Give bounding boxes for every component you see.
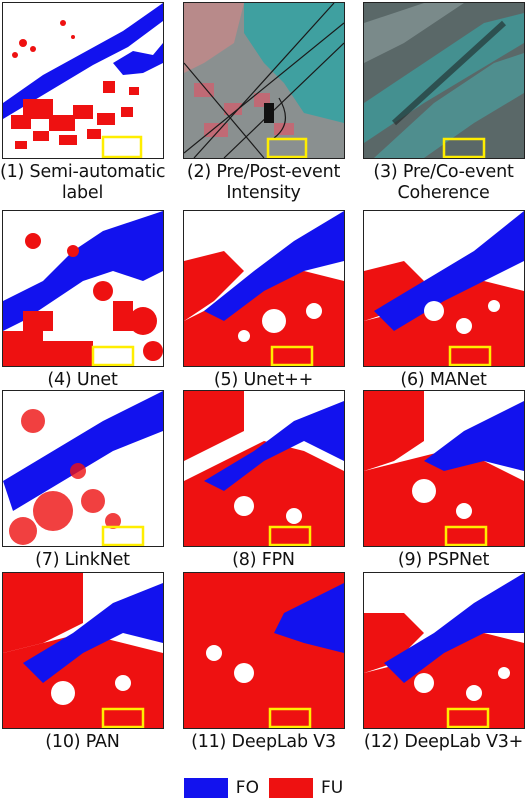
panel-1: (1) Semi-automatic label [0, 2, 166, 204]
manet-prediction-map [364, 211, 524, 366]
panel-image-4 [2, 210, 164, 367]
panel-2: (2) Pre/Post-event Intensity [181, 2, 346, 204]
panel-image-3 [363, 2, 525, 159]
panel-4: (4) Unet [0, 210, 165, 391]
panel-5: (5) Unet++ [181, 210, 346, 391]
panel-image-10 [2, 572, 164, 729]
pan-prediction-map [3, 573, 163, 728]
caption-7: (7) LinkNet [35, 550, 130, 570]
panel-image-5 [183, 210, 345, 367]
coherence-image [364, 3, 524, 158]
panel-7: (7) LinkNet [0, 390, 165, 571]
panel-6: (6) MANet [361, 210, 526, 391]
panel-11: (11) DeepLab V3 [181, 572, 346, 753]
fpn-prediction-map [184, 391, 344, 546]
panel-image-9 [363, 390, 525, 547]
caption-12: (12) DeepLab V3+ [363, 732, 524, 752]
unetpp-prediction-map [184, 211, 344, 366]
unet-prediction-map [3, 211, 163, 366]
panel-3: (3) Pre/Co-event Coherence [361, 2, 526, 204]
caption-2: (2) Pre/Post-event Intensity [186, 162, 341, 203]
caption-1: (1) Semi-automatic label [0, 162, 166, 203]
pspnet-prediction-map [364, 391, 524, 546]
deeplab-v3plus-prediction-map [364, 573, 524, 728]
caption-9: (9) PSPNet [397, 550, 490, 570]
legend: FO FU [0, 776, 527, 800]
panel-9: (9) PSPNet [361, 390, 526, 571]
caption-5: (5) Unet++ [213, 370, 314, 390]
caption-8: (8) FPN [232, 550, 295, 570]
legend-swatch-fo [183, 778, 228, 798]
panel-image-1 [2, 2, 164, 159]
legend-label-fu: FU [320, 778, 344, 798]
caption-3: (3) Pre/Co-event Coherence [373, 162, 514, 203]
semi-automatic-label-map [3, 3, 163, 158]
caption-11: (11) DeepLab V3 [191, 732, 336, 752]
panel-image-7 [2, 390, 164, 547]
linknet-prediction-map [3, 391, 163, 546]
legend-label-fo: FO [235, 778, 259, 798]
caption-6: (6) MANet [400, 370, 487, 390]
panel-image-8 [183, 390, 345, 547]
panel-image-12 [363, 572, 525, 729]
panel-10: (10) PAN [0, 572, 165, 753]
caption-10: (10) PAN [45, 732, 120, 752]
deeplab-v3-prediction-map [184, 573, 344, 728]
panel-image-6 [363, 210, 525, 367]
legend-swatch-fu [268, 778, 313, 798]
legend-item-fu: FU [268, 778, 344, 798]
panel-12: (12) DeepLab V3+ [361, 572, 526, 753]
intensity-image [184, 3, 344, 158]
panel-image-2 [183, 2, 345, 159]
panel-image-11 [183, 572, 345, 729]
legend-item-fo: FO [183, 778, 259, 798]
panel-8: (8) FPN [181, 390, 346, 571]
caption-4: (4) Unet [47, 370, 118, 390]
